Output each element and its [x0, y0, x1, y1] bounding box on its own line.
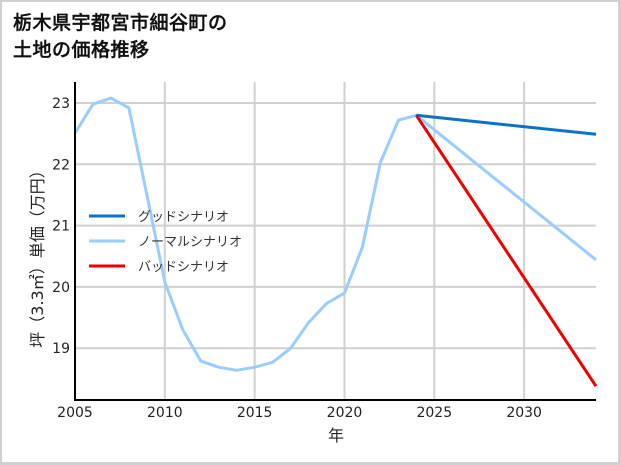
chart-title-line1: 栃木県宇都宮市細谷町の	[13, 12, 228, 34]
series-line-normal	[73, 96, 597, 372]
legend-label: グッドシナリオ	[138, 210, 229, 225]
legend-item-good: グッドシナリオ	[89, 210, 229, 225]
gridlines	[75, 82, 596, 400]
data-lines	[73, 96, 598, 388]
y-tick-label: 22	[52, 157, 70, 173]
x-tick-label: 2010	[147, 405, 183, 421]
y-axis-label: 坪（3.3㎡）単価（万円）	[28, 162, 47, 347]
x-tick-label: 2025	[416, 405, 452, 421]
chart-title-line2: 土地の価格推移	[13, 39, 150, 61]
chart-title: 栃木県宇都宮市細谷町の 土地の価格推移	[13, 10, 228, 64]
x-tick-label: 2005	[57, 405, 93, 421]
legend-item-bad: バッドシナリオ	[89, 260, 229, 275]
x-tick-label: 2015	[237, 405, 273, 421]
x-tick-label: 2020	[327, 405, 363, 421]
y-tick-label: 20	[52, 280, 70, 296]
y-tick-label: 19	[52, 341, 70, 357]
legend-label: バッドシナリオ	[138, 260, 229, 275]
legend-label: ノーマルシナリオ	[138, 235, 242, 250]
tick-labels: 19 20 21 22 23 2005 2010 2015 2020 2025 2030	[52, 96, 542, 421]
y-tick-label: 23	[52, 96, 70, 112]
y-tick-label: 21	[52, 219, 70, 235]
axes	[74, 82, 596, 401]
x-tick-label: 2030	[506, 405, 542, 421]
series-line-bad	[415, 114, 598, 388]
x-axis-label: 年	[328, 426, 344, 445]
series-line-good	[416, 113, 597, 136]
legend-item-normal: ノーマルシナリオ	[89, 235, 242, 250]
